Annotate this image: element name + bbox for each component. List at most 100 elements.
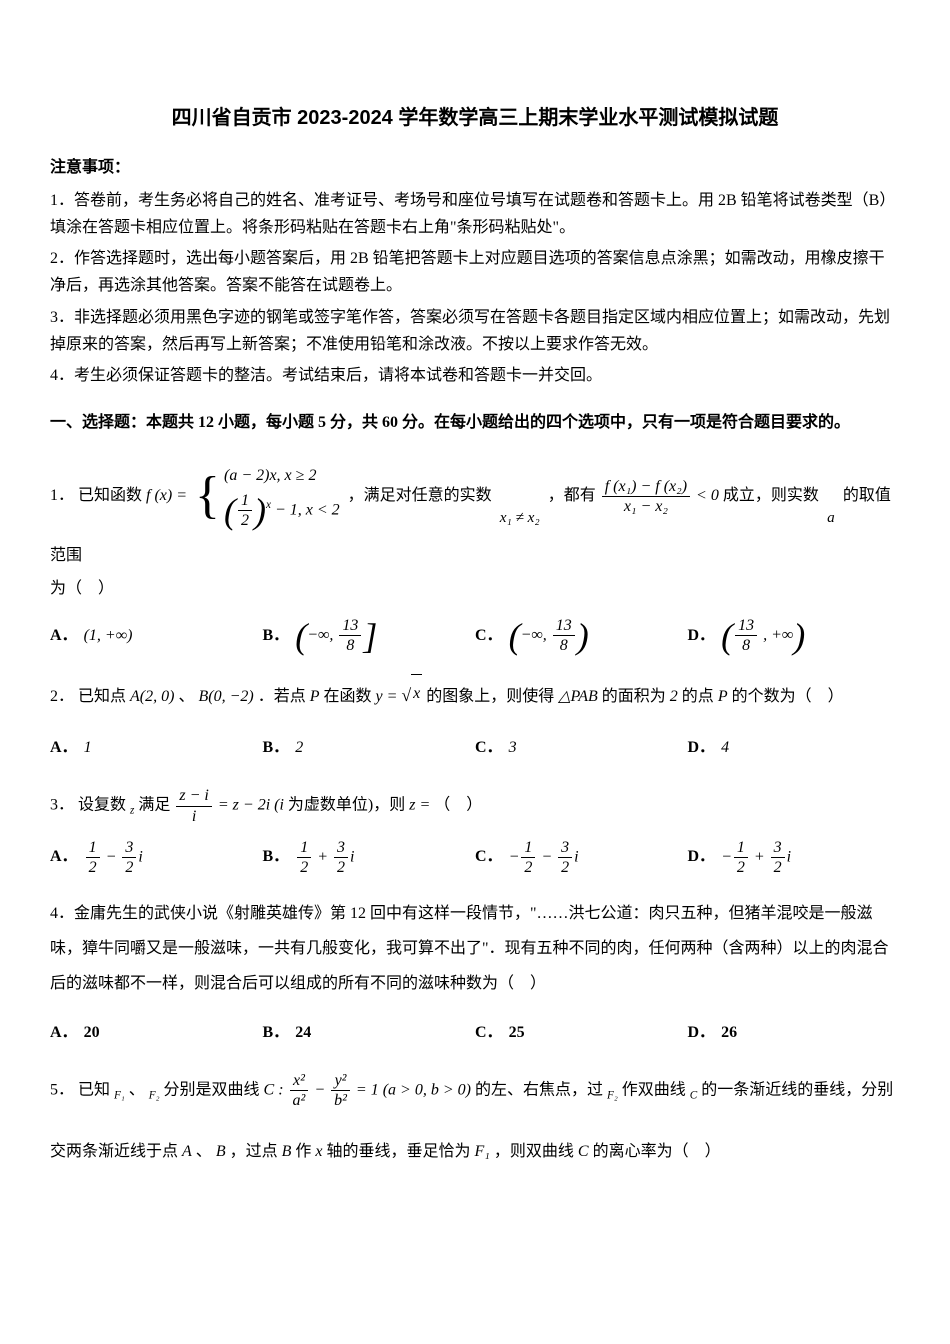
q5-mid6: 作 — [295, 1143, 311, 1160]
q1-fx: f (x) = — [146, 487, 187, 504]
q3a-d1: 2 — [86, 858, 100, 877]
q1-d-num: 13 — [735, 616, 757, 636]
q1-d-tail: , +∞ — [763, 627, 793, 644]
label-a: A． — [50, 843, 78, 872]
q2-prefix: 已知点 — [78, 688, 126, 705]
q2-d-val: 4 — [721, 734, 729, 763]
q5-sep2: 、 — [196, 1143, 212, 1160]
q5-mid2: 的左、右焦点，过 — [475, 1082, 603, 1099]
question-2: 2． 已知点 A(2, 0) 、 B(0, −2) ．若点 P 在函数 y = … — [50, 674, 900, 768]
question-1: 1． 已知函数 f (x) = { (a − 2)x, x ≥ 2 ( 1 2 … — [50, 456, 900, 656]
q5-mid9: 的离心率为（ ） — [593, 1143, 721, 1160]
q4-c-val: 25 — [509, 1019, 525, 1048]
label-c: C． — [475, 843, 503, 872]
q3-option-a: A． 12 − 32i — [50, 838, 263, 878]
q1-c-den: 8 — [553, 636, 575, 655]
q3-eq: = z − 2i (i — [218, 797, 284, 814]
q5-t1d: a² — [290, 1091, 309, 1110]
q3-option-c: C． −12 − 32i — [475, 838, 688, 878]
q3d-i: i — [787, 848, 791, 865]
q1-half-den: 2 — [238, 511, 252, 530]
q3b-d1: 2 — [297, 858, 311, 877]
label-d: D． — [688, 622, 716, 651]
q1-tail: 为（ ） — [50, 575, 900, 604]
q5-sep1: 、 — [129, 1082, 145, 1099]
q2-two: 2 — [670, 688, 678, 705]
q5-f2b: F₂ — [607, 1090, 618, 1102]
q3-num: 3． — [50, 797, 74, 814]
q2-fn-y: y = — [376, 688, 402, 705]
q1-num: 1． — [50, 487, 74, 504]
q3d-neg: − — [721, 848, 732, 865]
q3d-d2: 2 — [771, 858, 785, 877]
q3b-n2: 3 — [334, 838, 348, 858]
q4-option-a: A．20 — [50, 1013, 263, 1053]
q3d-n2: 3 — [771, 838, 785, 858]
q2-mid1: ．若点 — [258, 688, 306, 705]
q1-option-a: A． (1, +∞) — [50, 616, 263, 656]
q2-a-val: 1 — [84, 734, 92, 763]
q3b-d2: 2 — [334, 858, 348, 877]
q3-frac-den: i — [176, 807, 211, 826]
q2-option-d: D．4 — [688, 728, 901, 768]
q3-option-d: D． −12 + 32i — [688, 838, 901, 878]
q5-prefix: 已知 — [78, 1082, 110, 1099]
q3c-neg: − — [509, 848, 520, 865]
question-5: 5． 已知 F₁ 、 F₂ 分别是双曲线 C : x²a² − y²b² = 1… — [50, 1071, 900, 1171]
q2-option-b: B．2 — [263, 728, 476, 768]
q1-c-num: 13 — [553, 616, 575, 636]
q5-mid1: 分别是双曲线 — [164, 1082, 260, 1099]
q3-frac: z − i i — [176, 786, 211, 825]
label-a: A． — [50, 1019, 78, 1048]
q1-d-den: 8 — [735, 636, 757, 655]
q2-option-c: C．3 — [475, 728, 688, 768]
q1-option-c: C． ( −∞, 13 8 ) — [475, 616, 688, 656]
q1-case2-tail: − 1, x < 2 — [271, 501, 340, 518]
q2-mid2: 在函数 — [324, 688, 372, 705]
section-1-header: 一、选择题：本题共 12 小题，每小题 5 分，共 60 分。在每小题给出的四个… — [50, 409, 900, 438]
q5-mid8: ，则双曲线 — [494, 1143, 574, 1160]
q5-f1: F₁ — [114, 1090, 125, 1102]
q3b-n1: 1 — [297, 838, 311, 858]
q2-num: 2． — [50, 688, 74, 705]
q2-sep1: 、 — [178, 688, 194, 705]
q1-diffquot: f (x₁) − f (x₂) x₁ − x₂ — [602, 477, 690, 516]
q5-x: x — [315, 1143, 322, 1160]
label-d: D． — [688, 843, 716, 872]
q4-option-b: B．24 — [263, 1013, 476, 1053]
q2-b: B(0, −2) — [198, 688, 253, 705]
q4-options: A．20 B．24 C．25 D．26 — [50, 1013, 900, 1053]
label-c: C． — [475, 734, 503, 763]
q3a-n2: 3 — [122, 838, 136, 858]
q3-mid2: 为虚数单位)，则 — [288, 797, 405, 814]
q3-zeq: z = — [409, 797, 430, 814]
q3c-d1: 2 — [521, 858, 535, 877]
notice-item-3: 3．非选择题必须用黑色字迹的钢笔或签字笔作答，答案必须写在答题卡各题目指定区域内… — [50, 304, 900, 358]
q4-num: 4． — [50, 905, 74, 922]
q5-b: B — [216, 1143, 226, 1160]
q4-option-c: C．25 — [475, 1013, 688, 1053]
q2-sqrt-body: x — [411, 674, 422, 713]
label-c: C． — [475, 1019, 503, 1048]
q5-b2: B — [282, 1143, 292, 1160]
q3a-d2: 2 — [122, 858, 136, 877]
q1-option-b: B． ( −∞, 13 8 ] — [263, 616, 476, 656]
q2-mid5: 的点 — [682, 688, 714, 705]
q5-t2n: y² — [331, 1071, 350, 1091]
q5-c: C : — [264, 1082, 288, 1099]
q5-mid3: 作双曲线 — [622, 1082, 686, 1099]
q2-c-val: 3 — [509, 734, 517, 763]
notice-header: 注意事项： — [50, 154, 900, 183]
brace-icon: { — [195, 470, 220, 522]
q3c-i: i — [574, 848, 578, 865]
notice-item-4: 4．考生必须保证答题卡的整洁。考试结束后，请将本试卷和答题卡一并交回。 — [50, 362, 900, 389]
q3-frac-num: z − i — [176, 786, 211, 806]
question-3: 3． 设复数 z 满足 z − i i = z − 2i (i 为虚数单位)，则… — [50, 786, 900, 877]
q1-lt0: < 0 — [696, 487, 719, 504]
q2-option-a: A．1 — [50, 728, 263, 768]
page-title: 四川省自贡市 2023-2024 学年数学高三上期末学业水平测试模拟试题 — [50, 100, 900, 136]
q3d-n1: 1 — [734, 838, 748, 858]
q1-b-lead: −∞, — [307, 627, 337, 644]
q1-case2: ( 1 2 ) x − 1, x < 2 — [224, 491, 340, 530]
q5-mid4: 的一条渐近线的垂线，分别 — [701, 1082, 893, 1099]
